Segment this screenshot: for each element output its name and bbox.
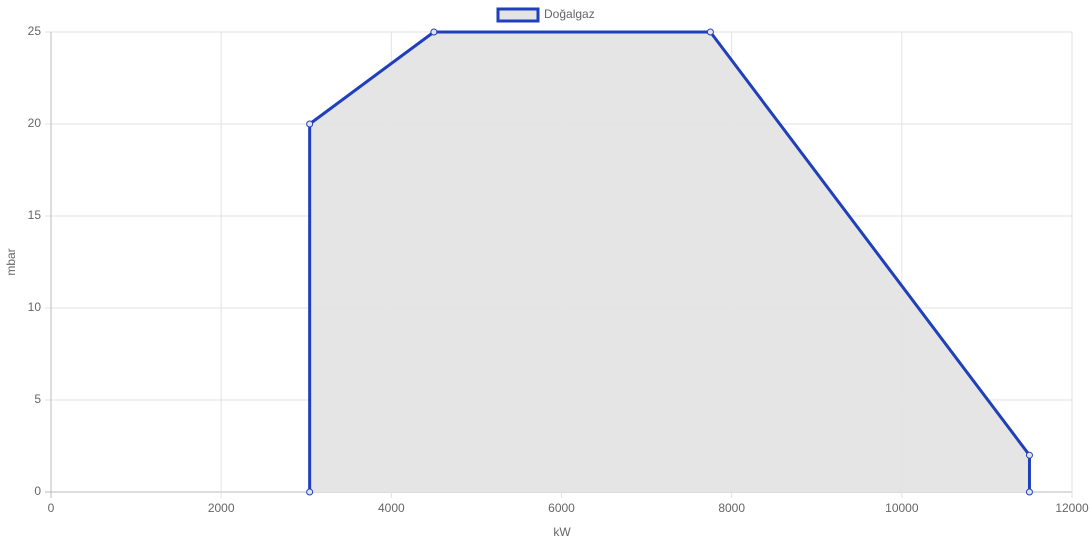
x-tick-label: 4000 — [378, 501, 405, 515]
area — [309, 32, 1030, 492]
point — [306, 488, 314, 496]
point — [706, 28, 714, 36]
line — [308, 30, 1031, 492]
y-tick-label: 20 — [28, 116, 42, 130]
x-tick-label: 8000 — [718, 501, 745, 515]
x-tick-label: 6000 — [548, 501, 575, 515]
legend-label: Doğalgaz — [544, 7, 595, 21]
y-tick-label: 15 — [28, 208, 42, 222]
y-axis-title: mbar — [4, 248, 18, 275]
y-tick-label: 10 — [28, 300, 42, 314]
y-tick-label: 0 — [34, 484, 41, 498]
x-tick-label: 10000 — [885, 501, 919, 515]
legend-swatch — [496, 7, 540, 23]
point — [430, 28, 438, 36]
point — [1025, 451, 1033, 459]
y-tick-label: 5 — [34, 392, 41, 406]
point — [306, 120, 314, 128]
x-axis-title: kW — [553, 525, 571, 539]
x-tick-label: 0 — [48, 501, 55, 515]
y-tick-label: 25 — [28, 24, 42, 38]
point — [1025, 488, 1033, 496]
x-tick-label: 2000 — [208, 501, 235, 515]
x-tick-label: 12000 — [1055, 501, 1089, 515]
